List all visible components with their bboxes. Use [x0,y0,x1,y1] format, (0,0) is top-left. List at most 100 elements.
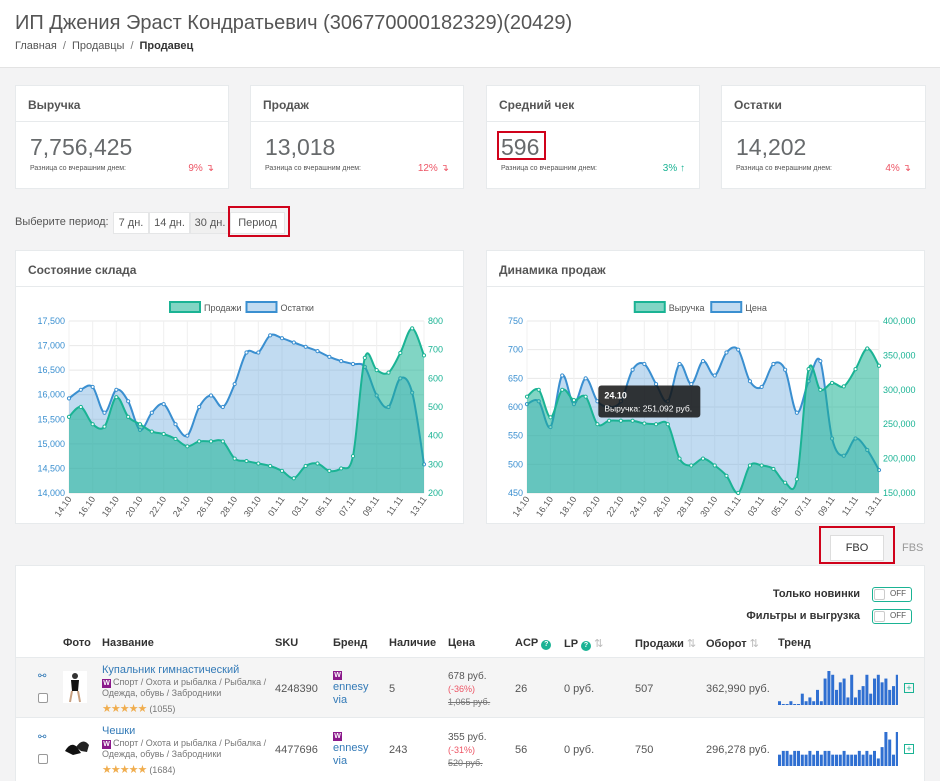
link-icon[interactable]: ⚯ [38,732,47,743]
data-point[interactable] [350,361,356,367]
legend-swatch[interactable] [169,301,201,313]
data-point[interactable] [303,463,308,469]
data-point[interactable] [291,340,296,345]
column-brand[interactable]: Бренд [333,637,368,649]
data-point[interactable] [747,463,753,468]
new-only-toggle[interactable]: OFF [872,586,912,602]
data-point[interactable] [818,387,823,392]
period-14-days-button[interactable]: 14 дн. [149,212,190,234]
data-point[interactable] [536,387,541,392]
data-point[interactable] [724,350,729,355]
data-point[interactable] [315,461,320,466]
tab-fbo[interactable]: FBO [830,535,884,561]
data-point[interactable] [677,361,682,367]
data-point[interactable] [268,463,273,469]
data-point[interactable] [806,367,811,372]
data-point[interactable] [398,350,403,356]
data-point[interactable] [102,410,107,415]
data-point[interactable] [220,439,225,444]
help-icon[interactable]: ? [581,641,592,651]
data-point[interactable] [173,422,178,427]
column-acp[interactable]: ACP? [515,637,552,650]
data-point[interactable] [220,404,225,410]
breadcrumb-home[interactable]: Главная [15,40,57,52]
data-point[interactable] [583,394,588,399]
data-point[interactable] [595,422,600,427]
data-point[interactable] [114,395,119,400]
data-point[interactable] [244,350,249,355]
data-point[interactable] [185,433,190,438]
period-30-days-button[interactable]: 30 дн. [190,212,230,234]
brand-link[interactable]: ennesy via [333,681,369,706]
data-point[interactable] [548,415,553,420]
data-point[interactable] [161,431,166,437]
data-point[interactable] [303,344,308,349]
product-photo[interactable] [63,671,87,703]
data-point[interactable] [736,347,741,352]
legend-label[interactable]: Продажи [204,303,242,313]
filters-export-toggle[interactable]: OFF [872,608,912,624]
data-point[interactable] [560,373,565,378]
data-point[interactable] [291,476,296,481]
data-point[interactable] [700,456,706,461]
data-point[interactable] [339,359,344,364]
data-point[interactable] [689,381,694,387]
breadcrumb-sellers[interactable]: Продавцы [71,40,125,52]
data-point[interactable] [653,422,659,427]
data-point[interactable] [126,399,131,404]
data-point[interactable] [747,379,753,384]
data-point[interactable] [829,380,835,386]
data-point[interactable] [630,418,635,423]
data-point[interactable] [327,354,332,359]
data-point[interactable] [818,359,823,364]
data-point[interactable] [665,422,670,427]
data-point[interactable] [724,473,729,478]
sort-icon[interactable]: ⇅ [749,638,759,650]
data-point[interactable] [279,468,285,473]
legend-swatch[interactable] [633,301,666,313]
data-point[interactable] [244,458,249,464]
data-point[interactable] [794,410,799,415]
data-point[interactable] [865,346,870,351]
data-point[interactable] [712,373,717,378]
data-point[interactable] [197,404,202,410]
data-point[interactable] [700,359,706,364]
column-lp[interactable]: LP? ⇅ [564,638,604,651]
data-point[interactable] [256,461,261,466]
data-point[interactable] [279,336,285,341]
data-point[interactable] [197,439,202,444]
data-point[interactable] [771,361,776,367]
data-point[interactable] [90,384,95,390]
data-point[interactable] [421,353,427,358]
data-point[interactable] [524,394,530,399]
period-custom-button[interactable]: Период [230,212,285,234]
expand-icon[interactable]: + [904,744,914,754]
tab-fbs[interactable]: FBS [902,542,924,554]
data-point[interactable] [759,463,764,468]
row-checkbox[interactable] [38,693,48,703]
data-point[interactable] [712,463,717,468]
sort-icon[interactable]: ⇅ [594,638,604,650]
data-point[interactable] [362,355,367,360]
data-point[interactable] [114,387,119,392]
product-name-link[interactable]: Купальник гимнастический [102,664,240,676]
data-point[interactable] [161,402,166,407]
data-point[interactable] [783,367,788,372]
column-stock[interactable]: Наличие [389,637,437,649]
data-point[interactable] [571,398,577,403]
column-sku[interactable]: SKU [275,637,299,649]
data-point[interactable] [841,384,846,389]
data-point[interactable] [149,410,154,415]
legend-swatch[interactable] [710,301,743,313]
column-name[interactable]: Название [102,637,154,649]
period-7-days-button[interactable]: 7 дн. [113,212,149,234]
data-point[interactable] [560,387,565,392]
data-point[interactable] [853,367,858,372]
data-point[interactable] [618,418,623,423]
data-point[interactable] [783,480,788,485]
data-point[interactable] [78,404,83,410]
data-point[interactable] [794,477,799,482]
brand-link[interactable]: ennesy via [333,742,369,767]
data-point[interactable] [173,436,178,442]
data-point[interactable] [66,414,72,419]
